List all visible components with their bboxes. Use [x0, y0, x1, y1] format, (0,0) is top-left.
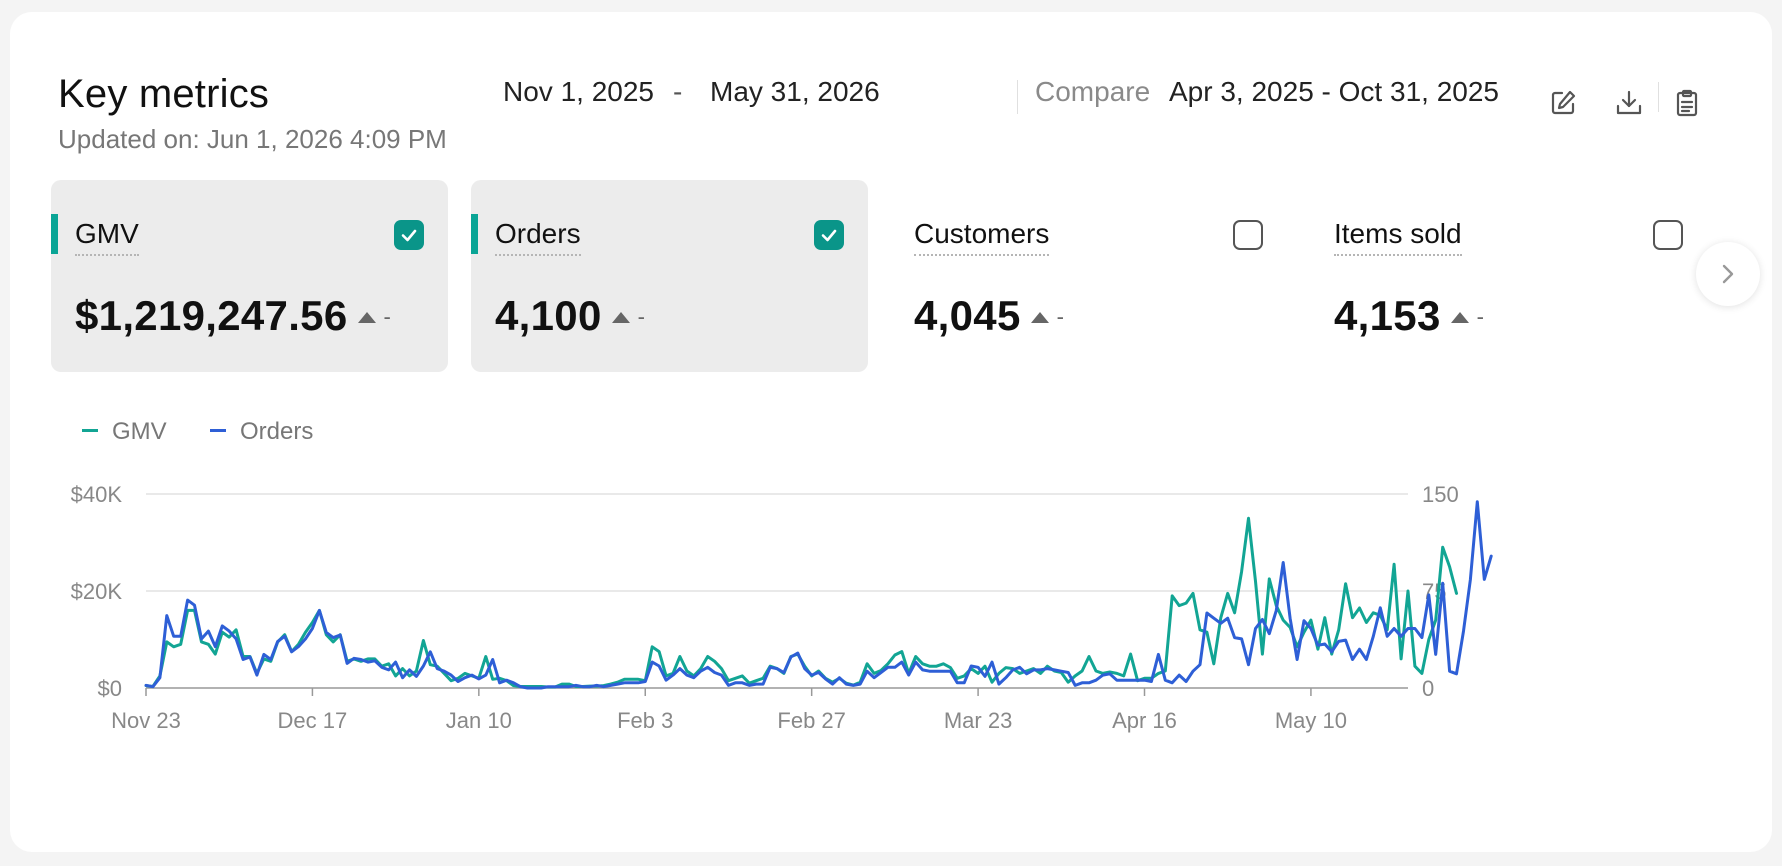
metric-value-text: 4,100 [495, 292, 602, 339]
compare-label: Compare [1035, 76, 1151, 107]
updated-timestamp: Updated on: Jun 1, 2026 4:09 PM [58, 124, 447, 154]
metric-checkbox[interactable] [1653, 220, 1683, 250]
y-left-tick-label: $20K [71, 579, 123, 604]
x-tick-label: Mar 23 [944, 708, 1012, 733]
trend-up-icon [611, 312, 630, 323]
x-tick-label: Dec 17 [278, 708, 348, 733]
metric-card-items-sold[interactable]: Items sold 4,153 - [1310, 180, 1707, 372]
metric-trend: - [637, 304, 646, 329]
compare-range-picker[interactable]: Apr 3, 2025 - Oct 31, 2025 [1169, 76, 1499, 107]
metric-label: Orders [495, 218, 581, 256]
metric-trend: - [1056, 304, 1065, 329]
y-right-tick-label: 150 [1422, 482, 1459, 507]
x-tick-label: Jan 10 [446, 708, 512, 733]
divider [1658, 82, 1659, 112]
y-right-tick-label: 0 [1422, 676, 1434, 701]
chevron-right-icon [1722, 264, 1734, 284]
edit-icon[interactable] [1548, 88, 1578, 118]
metric-value: 4,100 - [495, 292, 645, 340]
page-title: Key metrics [58, 72, 270, 116]
date-start-picker[interactable]: Nov 1, 2025 [503, 76, 654, 107]
x-tick-label: Nov 23 [111, 708, 181, 733]
next-metrics-button[interactable] [1696, 242, 1760, 306]
y-left-tick-label: $0 [98, 676, 122, 701]
legend-swatch [210, 429, 226, 432]
legend-swatch [82, 429, 98, 432]
metric-value-text: 4,153 [1334, 292, 1441, 339]
metric-value: 4,153 - [1334, 292, 1484, 340]
metric-accent-bar [471, 214, 478, 254]
x-tick-label: Feb 27 [777, 708, 846, 733]
metric-value-text: 4,045 [914, 292, 1021, 339]
series-line-orders [144, 500, 1493, 690]
date-end-picker[interactable]: May 31, 2026 [710, 76, 880, 107]
legend-label: GMV [112, 418, 167, 445]
metric-accent-bar [51, 214, 58, 254]
check-icon [401, 229, 417, 242]
key-metrics-card: Key metrics Updated on: Jun 1, 2026 4:09… [10, 12, 1772, 852]
legend-label: Orders [240, 418, 314, 445]
metric-value-text: $1,219,247.56 [75, 292, 348, 339]
x-tick-label: Apr 16 [1112, 708, 1177, 733]
clipboard-icon[interactable] [1672, 88, 1702, 118]
metric-value: $1,219,247.56 - [75, 292, 391, 340]
metric-checkbox[interactable] [1233, 220, 1263, 250]
metric-card-orders[interactable]: Orders 4,100 - [471, 180, 868, 372]
metric-trend: - [1476, 304, 1485, 329]
trend-up-icon [1450, 312, 1469, 323]
y-left-tick-label: $40K [71, 482, 123, 507]
metric-checkbox[interactable] [814, 220, 844, 250]
legend-item-orders[interactable]: Orders [210, 418, 313, 446]
metric-card-customers[interactable]: Customers 4,045 - [890, 180, 1287, 372]
x-tick-label: Feb 3 [617, 708, 673, 733]
metric-card-gmv[interactable]: GMV $1,219,247.56 - [51, 180, 448, 372]
check-icon [821, 229, 837, 242]
date-range-separator: - [673, 76, 683, 107]
metric-label: GMV [75, 218, 139, 256]
trend-up-icon [357, 312, 376, 323]
metric-label: Customers [914, 218, 1050, 256]
metric-label: Items sold [1334, 218, 1462, 256]
x-tick-label: May 10 [1275, 708, 1347, 733]
trend-up-icon [1030, 312, 1049, 323]
metric-trend: - [383, 304, 392, 329]
metric-checkbox[interactable] [394, 220, 424, 250]
divider [1017, 80, 1018, 114]
legend-item-gmv[interactable]: GMV [82, 418, 167, 446]
metric-value: 4,045 - [914, 292, 1064, 340]
download-icon[interactable] [1614, 88, 1644, 118]
